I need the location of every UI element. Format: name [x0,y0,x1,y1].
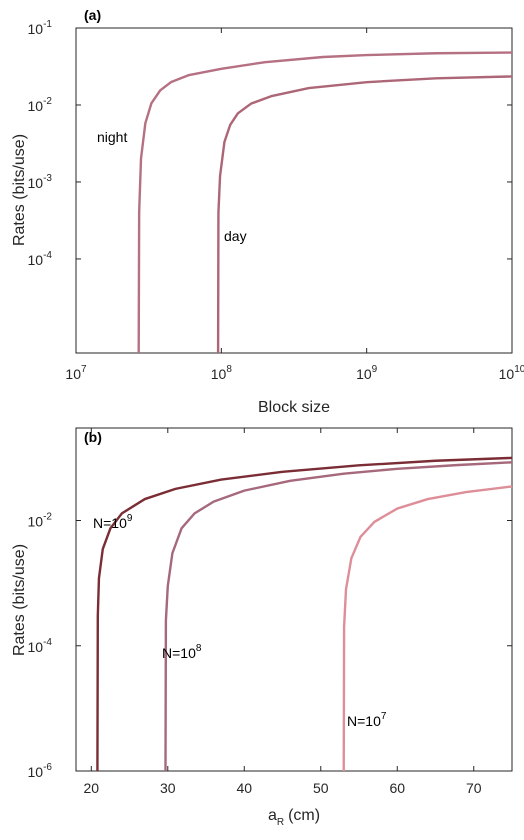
panel-a: (a) 107 108 109 1010 10-1 10-2 10-3 10-4 Block… [11,7,524,416]
panel-a-axes-box [75,27,513,354]
annotation-n8: N=108 [162,643,202,661]
y-tick-label: 10-4 [28,637,53,655]
panel-b-series [96,456,513,772]
panel-a-x-axis-title: Block size [258,399,330,416]
series-line-3 [342,485,513,772]
y-tick-label: 10-2 [28,96,53,114]
annotation-n9: N=109 [93,513,133,531]
y-tick-label: 10-4 [28,250,53,268]
annotation-night: night [97,129,127,145]
panel-b-axes-box [75,427,513,772]
x-tick-label: 50 [313,780,329,796]
annotation-day: day [224,228,247,244]
series-line-2 [164,461,513,772]
y-tick-label: 10-6 [28,762,53,780]
panel-b-label: (b) [84,429,102,445]
panel-b: (b) 20 30 40 50 60 70 10-2 10-4 10-6 aR (cm) Rat… [11,427,513,828]
x-tick-label: 1010 [499,364,524,382]
x-tick-label: 107 [65,364,87,382]
panel-b-x-ticks: 20 30 40 50 60 70 [84,428,482,796]
panel-a-y-ticks: 10-1 10-2 10-3 10-4 [28,19,512,268]
panel-b-x-axis-title: aR (cm) [268,807,320,828]
panel-b-y-axis-title: Rates (bits/use) [11,544,28,656]
x-tick-label: 30 [160,780,176,796]
panel-a-y-axis-title: Rates (bits/use) [11,134,28,246]
annotation-n7: N=107 [347,711,387,729]
y-tick-label: 10-1 [28,19,53,37]
x-tick-label: 60 [389,780,405,796]
panel-a-x-ticks: 107 108 109 1010 [65,28,524,382]
panel-b-y-ticks: 10-2 10-4 10-6 [28,512,512,780]
x-tick-label: 20 [84,780,100,796]
panel-a-label: (a) [84,7,101,23]
x-tick-label: 108 [211,364,233,382]
y-tick-label: 10-3 [28,173,53,191]
y-tick-label: 10-2 [28,512,53,530]
x-tick-label: 70 [466,780,482,796]
panel-a-series [137,51,513,354]
series-line-night [137,51,513,354]
x-tick-label: 109 [356,364,378,382]
series-line-1 [96,456,513,772]
series-line-day [216,75,513,354]
x-tick-label: 40 [236,780,252,796]
